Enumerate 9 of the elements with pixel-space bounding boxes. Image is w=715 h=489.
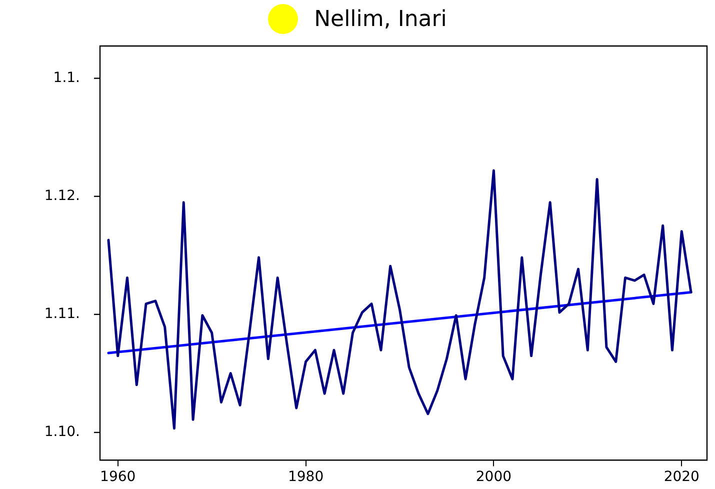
x-tick-label: 2000 (476, 469, 512, 486)
text: 1.1. (53, 70, 80, 86)
text: 1.12. (44, 188, 80, 204)
x-tick-label: 2020 (664, 469, 700, 486)
text: 1.11. (44, 306, 80, 322)
x-tick-label: 1960 (100, 469, 136, 486)
chart-title: Nellim, Inari (314, 6, 447, 32)
text: 1.10. (44, 424, 80, 440)
x-tick-label: 1980 (288, 469, 324, 486)
